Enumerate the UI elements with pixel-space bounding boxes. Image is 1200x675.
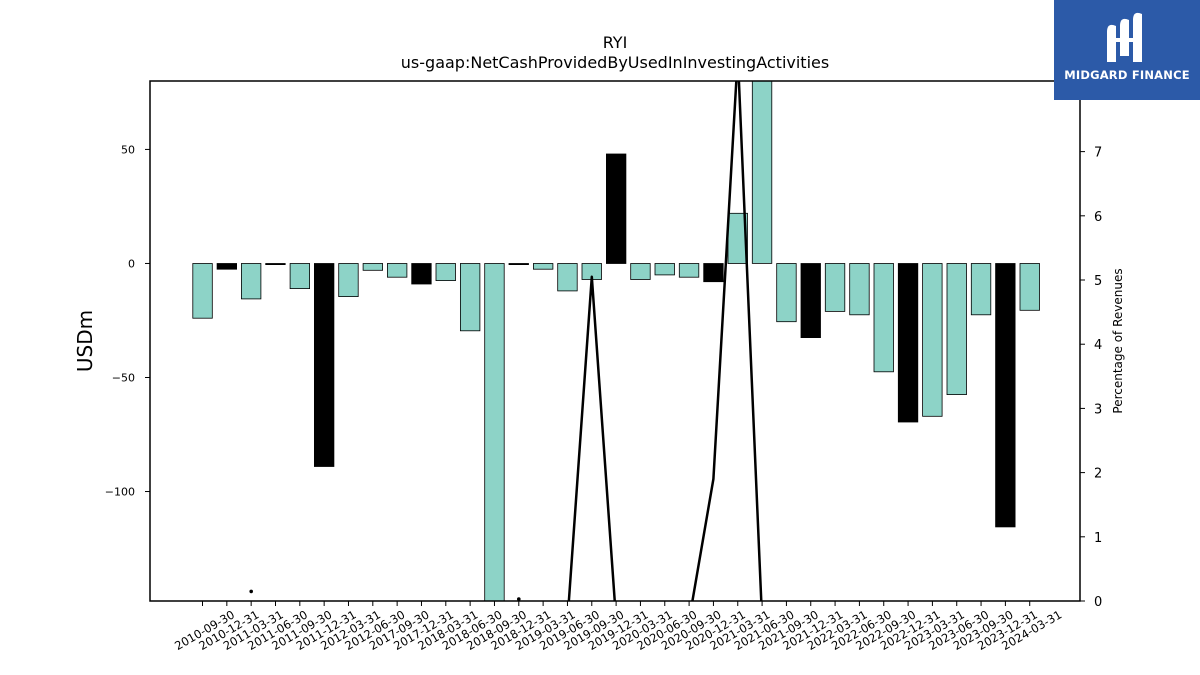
y-axis-right-label: Percentage of Revenues	[1111, 268, 1125, 413]
bar-2018-06-30	[459, 263, 481, 332]
bar-2022-09-30	[873, 263, 894, 373]
y-right-tick-label: 4	[1094, 338, 1102, 353]
bar-2020-09-30	[678, 263, 700, 278]
bar-2018-09-30	[484, 263, 505, 601]
bar-2018-03-31	[435, 263, 456, 282]
bar-2010-12-31	[216, 263, 238, 270]
bar-2017-09-30	[386, 263, 408, 278]
bar-2011-12-31	[313, 263, 335, 467]
bar-2021-06-30	[751, 81, 773, 264]
y-tick-label: −100	[105, 486, 135, 499]
line-layer	[249, 81, 763, 601]
logo-mark-icon	[1107, 12, 1142, 62]
line-series-point	[249, 589, 253, 594]
axes-layer: −100−50050012345672010-09-302010-12-3120…	[105, 80, 1102, 653]
bar-2021-09-30	[776, 263, 797, 323]
bar-2019-03-31	[533, 263, 554, 270]
bar-2022-12-31	[897, 263, 919, 423]
bar-2017-12-31	[411, 263, 432, 285]
bar-2011-09-30	[289, 263, 311, 290]
logo-text: MIDGARD FINANCE	[1064, 68, 1190, 82]
y-tick-label: 50	[121, 143, 135, 156]
bar-2023-03-31	[922, 263, 943, 417]
bar-2010-09-30	[192, 263, 213, 319]
y-right-tick-label: 1	[1094, 531, 1102, 546]
y-right-tick-label: 3	[1094, 402, 1102, 417]
bar-2011-06-30	[265, 263, 286, 266]
line-series-segment	[567, 275, 616, 601]
y-right-tick-label: 7	[1094, 146, 1102, 161]
midgard-finance-logo: MIDGARD FINANCE	[1054, 0, 1200, 100]
bar-2012-03-31	[338, 263, 359, 297]
bar-2022-06-30	[849, 263, 870, 316]
y-right-tick-label: 2	[1094, 467, 1102, 482]
bar-2019-12-31	[606, 153, 627, 264]
bars-layer	[192, 81, 1040, 601]
bar-2020-12-31	[703, 263, 724, 283]
y-tick-label: 0	[128, 257, 135, 270]
bar-2023-09-30	[970, 263, 992, 316]
bar-2022-03-31	[824, 263, 846, 312]
bar-2021-12-31	[800, 263, 821, 338]
bar-2020-06-30	[654, 263, 675, 276]
bar-2023-12-31	[995, 263, 1016, 528]
line-series-point	[517, 597, 521, 601]
plot-frame	[149, 80, 1081, 602]
y-right-tick-label: 6	[1094, 210, 1102, 225]
chart-subtitle: us-gaap:NetCashProvidedByUsedInInvesting…	[401, 53, 829, 72]
bar-2018-12-31	[508, 263, 529, 266]
bar-2024-03-31	[1019, 263, 1040, 311]
bar-2023-06-30	[946, 263, 967, 396]
bar-2011-03-31	[240, 263, 262, 300]
y-right-tick-label: 5	[1094, 274, 1102, 289]
line-series-segment	[691, 81, 763, 601]
bar-2019-06-30	[557, 263, 578, 292]
y-tick-label: −50	[112, 371, 135, 384]
bar-2020-03-31	[630, 263, 651, 280]
bar-2012-06-30	[362, 263, 384, 271]
chart-title: RYI	[603, 33, 628, 52]
y-right-tick-label: 0	[1094, 595, 1102, 610]
y-axis-label: USDm	[73, 310, 97, 372]
